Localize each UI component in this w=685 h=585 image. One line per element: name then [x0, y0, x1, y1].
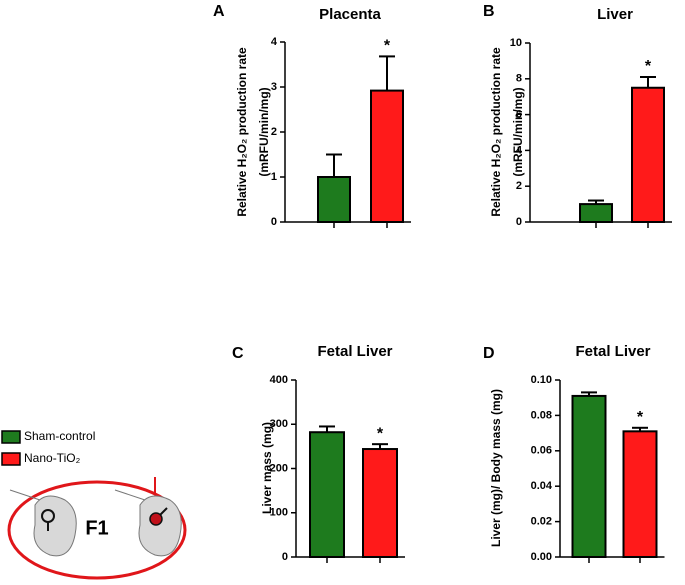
- legend: Sham-control Nano-TiO₂: [1, 429, 95, 466]
- panel-label: C: [232, 345, 244, 362]
- legend-label: Nano-TiO₂: [24, 451, 81, 465]
- bar: [571, 394, 607, 558]
- y-tick-label: 8: [516, 73, 522, 85]
- legend-swatch: [1, 430, 21, 444]
- chart-title: Placenta: [319, 6, 381, 23]
- y-tick-label: 0: [516, 216, 522, 228]
- y-tick-label: 200: [270, 462, 288, 474]
- y-tick-label: 0: [271, 216, 277, 228]
- y-tick-label: 3: [271, 81, 277, 93]
- bar: [317, 176, 351, 223]
- y-tick-label: 2: [271, 126, 277, 138]
- panel-label: D: [483, 345, 495, 362]
- y-tick-label: 0: [282, 551, 288, 563]
- chart-panel: B Liver Relative H₂O₂ production rate (mRFU…: [483, 3, 672, 228]
- mouse-male: [114, 489, 182, 557]
- y-tick-label: 400: [270, 374, 288, 386]
- chart-panel: D Fetal Liver Liver (mg)/ Body mass (mg) 0.…: [483, 343, 665, 563]
- y-axis-label: Relative H₂O₂ production rate: [235, 47, 249, 217]
- y-tick-label: 0.00: [531, 551, 552, 563]
- y-tick-label: 0.04: [531, 480, 553, 492]
- bar: [631, 86, 665, 223]
- bar: [362, 448, 398, 558]
- significance-mark: *: [377, 425, 384, 442]
- y-tick-label: 0.08: [531, 409, 552, 421]
- y-tick-label: 100: [270, 507, 288, 519]
- male-symbol: [149, 512, 163, 526]
- chart-panel: A Placenta Relative H₂O₂ production rate (m…: [213, 3, 411, 228]
- y-axis-label: Relative H₂O₂ production rate: [489, 47, 503, 217]
- y-axis-label: (mRFU/min/mg): [257, 87, 271, 176]
- legend-swatch: [1, 452, 21, 466]
- y-tick-label: 4: [271, 36, 278, 48]
- bar: [309, 431, 345, 558]
- panel-label: A: [213, 3, 225, 20]
- legend-label: Sham-control: [24, 429, 95, 443]
- generation-label: F1: [85, 517, 108, 539]
- y-tick-label: 0.02: [531, 516, 552, 528]
- chart-title: Liver: [597, 6, 633, 23]
- y-tick-label: 10: [510, 37, 522, 49]
- bar: [370, 89, 404, 223]
- y-tick-label: 0.10: [531, 374, 552, 386]
- significance-mark: *: [637, 409, 644, 426]
- y-tick-label: 1: [271, 171, 277, 183]
- y-tick-label: 6: [516, 109, 522, 121]
- y-axis-label: Liver mass (mg): [260, 422, 274, 514]
- significance-mark: *: [384, 38, 391, 55]
- y-tick-label: 300: [270, 418, 288, 430]
- bar: [622, 430, 658, 558]
- significance-mark: *: [645, 58, 652, 75]
- y-tick-label: 0.06: [531, 445, 552, 457]
- bar: [579, 203, 613, 224]
- chart-title: Fetal Liver: [575, 343, 650, 360]
- chart-title: Fetal Liver: [317, 343, 392, 360]
- y-tick-label: 4: [516, 144, 523, 156]
- mouse-female: [9, 489, 77, 557]
- cage-ellipse: [7, 480, 187, 580]
- y-axis-label: Liver (mg)/ Body mass (mg): [489, 389, 503, 547]
- mouse-diagram: F1: [7, 477, 187, 580]
- chart-panel: C Fetal Liver Liver mass (mg) 0 100 200 300 400…: [232, 343, 405, 563]
- male-symbol: [159, 507, 168, 516]
- y-axis-label: (mRFU/min/mg): [511, 87, 525, 176]
- y-tick-label: 2: [516, 180, 522, 192]
- panel-label: B: [483, 3, 495, 20]
